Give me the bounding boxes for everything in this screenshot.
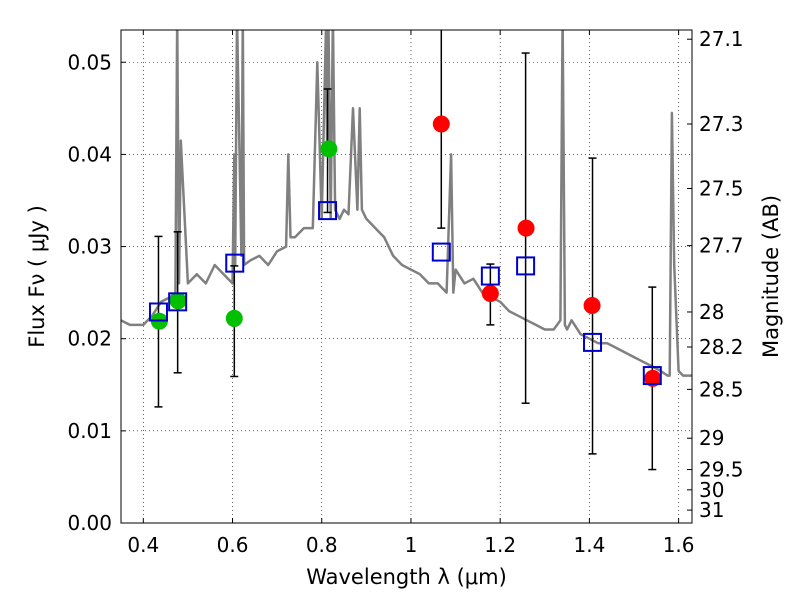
y-tick-label: 0.03: [67, 235, 112, 259]
y-tick-label: 0.02: [67, 327, 112, 351]
plot-frame: [120, 29, 693, 524]
x-axis-label: Wavelength λ (μm): [306, 565, 507, 589]
model-square: [148, 302, 168, 322]
mag-tick-label: 29.5: [699, 458, 744, 482]
mag-tick-label: 28: [699, 300, 724, 324]
mag-tick-label: 31: [699, 498, 724, 522]
data-point: [517, 219, 535, 237]
y-tick-label: 0.04: [67, 142, 112, 166]
x-tick-label: 1.4: [573, 533, 605, 557]
x-tick-label: 0.6: [217, 533, 249, 557]
y-tick-label: 0.01: [67, 419, 112, 443]
model-square: [480, 266, 500, 286]
data-point: [320, 140, 338, 158]
data-point: [225, 309, 243, 327]
mag-tick-label: 29: [699, 426, 724, 450]
x-tick-label: 0.4: [127, 533, 159, 557]
x-tick-label: 1.2: [484, 533, 516, 557]
model-square: [642, 366, 662, 386]
mag-tick-label: 27.1: [699, 27, 744, 51]
mag-tick-label: 30: [699, 478, 724, 502]
mag-tick-label: 28.5: [699, 377, 744, 401]
mag-tick-label: 27.3: [699, 112, 744, 136]
x-tick-label: 1.6: [663, 533, 695, 557]
y-axis-label: Flux Fν ( μJy ): [25, 205, 49, 348]
model-square: [225, 253, 245, 273]
data-point: [169, 292, 187, 310]
y-tick-label: 0.00: [67, 511, 112, 535]
model-square: [168, 292, 188, 312]
points-layer: [148, 115, 662, 387]
x-tick-label: 0.8: [306, 533, 338, 557]
data-point: [481, 285, 499, 303]
model-square: [583, 332, 603, 352]
ticks-layer: 0.4 0.6 0.8 1 1.2 1.4 1.6 0.00 0.01 0.02 0.03 0.04 0…: [67, 27, 743, 557]
grid-lines: [121, 30, 692, 524]
data-point: [583, 297, 601, 315]
y2-axis-label: Magnitude (AB): [759, 195, 783, 358]
x-tick-label: 1: [405, 533, 418, 557]
model-sed-layer: [121, 30, 692, 377]
mag-tick-label: 27.5: [699, 176, 744, 200]
mag-tick-label: 27.7: [699, 234, 744, 258]
data-point: [432, 115, 450, 133]
model-sed-line: [121, 30, 692, 377]
error-bars-layer: [154, 30, 657, 471]
y-tick-label: 0.05: [67, 50, 112, 74]
model-square: [318, 201, 338, 221]
mag-tick-label: 28.2: [699, 335, 744, 359]
model-square: [516, 256, 536, 276]
model-square: [431, 242, 451, 262]
